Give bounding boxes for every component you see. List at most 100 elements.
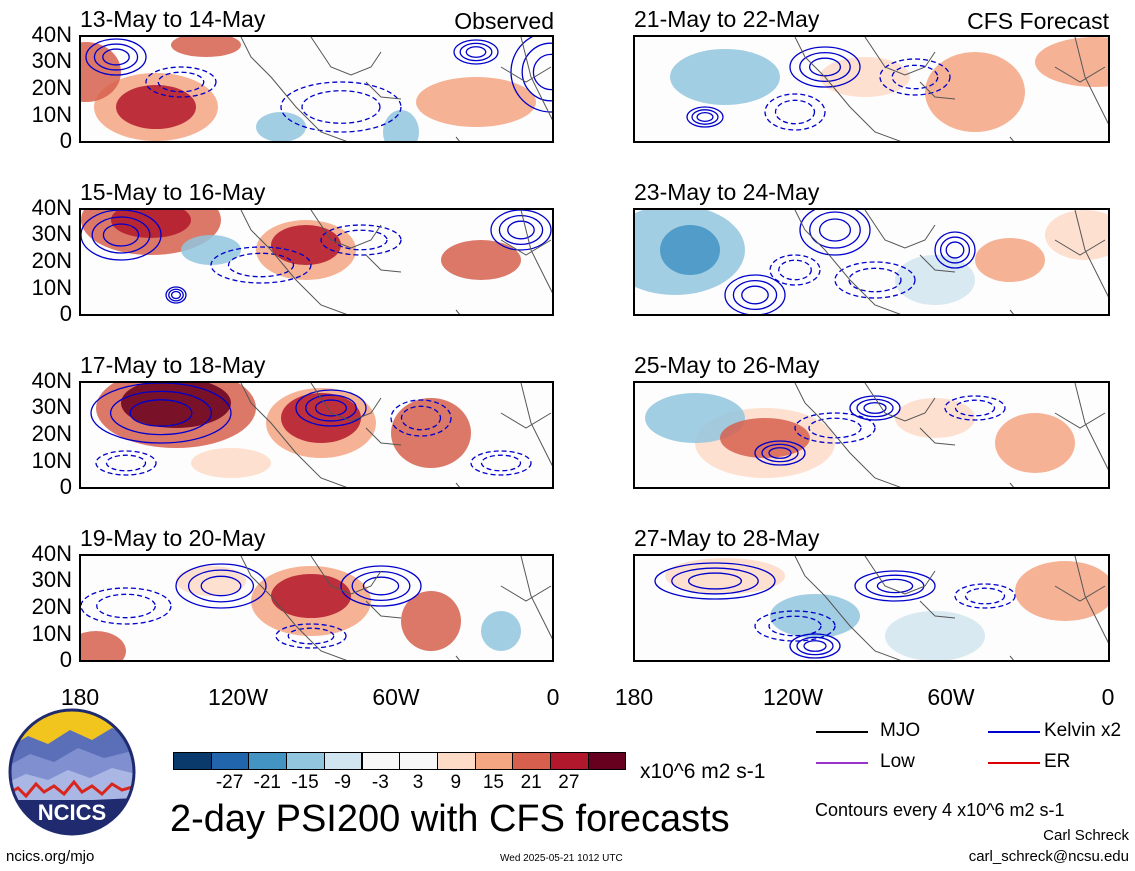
legend-mjo-line [816,731,868,733]
colorbar-tick-label: 27 [558,772,580,793]
anomaly-shading [660,225,720,275]
kelvin-contour-negative [275,623,347,649]
kelvin-contour-negative [145,66,217,98]
kelvin-contour-positive [81,210,162,261]
kelvin-contour-positive [305,394,357,422]
colorbar-swatch [323,752,363,770]
kelvin-contour-positive [510,37,552,113]
map-panel-2 [633,35,1110,143]
kelvin-contour-positive [362,576,400,596]
colorbar-swatch [587,752,627,770]
kelvin-contour-positive [818,218,852,242]
kelvin-contour-positive [939,236,971,264]
kelvin-contour-positive [129,399,193,427]
legend-low-line [816,762,868,764]
kelvin-contour-positive [85,38,147,76]
panel-title-4: 23-May to 24-May [634,179,820,205]
kelvin-contour-positive [93,43,139,71]
kelvin-contour-positive [808,57,842,77]
x-label-180-left: 180 [60,684,100,710]
anomaly-shading [441,240,521,280]
kelvin-contour-positive [671,567,759,595]
legend-mjo-label: MJO [880,720,921,741]
kelvin-contour-negative [227,252,295,278]
cfs-forecast-label: CFS Forecast [967,8,1109,34]
colorbar-tick-label: 3 [412,772,424,793]
map-graphic [635,210,1108,314]
colorbar-tick-label: -21 [253,772,281,793]
x-label-120w-right: 120W [762,684,824,710]
kelvin-contour-negative [774,99,816,125]
panel-title-2: 21-May to 22-May [634,6,820,32]
colorbar-swatch [399,752,438,770]
kelvin-contour-negative [754,610,836,642]
colorbar-tick-label: -15 [291,772,319,793]
kelvin-contour-negative [400,405,442,431]
observed-label: Observed [454,8,554,34]
map-panel-5 [79,381,554,489]
colorbar-tick-label: 15 [482,772,505,793]
kelvin-contour-positive [789,46,861,88]
kelvin-contour-negative [954,399,996,417]
kelvin-contour-positive [854,570,936,602]
map-graphic [654,556,1108,660]
coastline [240,556,552,660]
logo-text: NCICS [38,800,106,825]
colorbar-tick-label: 21 [520,772,542,793]
legend-kelvin-label: Kelvin x2 [1044,720,1122,741]
y-label-row1-3: 10N [31,102,72,127]
kelvin-contour-negative [944,395,1006,421]
kelvin-contour-positive [507,220,535,240]
legend-er-label: ER [1044,751,1071,772]
kelvin-contour-positive [532,53,552,91]
anomaly-shading [191,448,271,478]
kelvin-contour-positive [789,633,841,659]
kelvin-contour-negative [964,587,1006,605]
x-label-60w-right: 60W [927,684,975,710]
map-panel-4 [633,208,1110,316]
kelvin-contour-positive [498,214,544,246]
kelvin-contour-positive [754,440,806,466]
kelvin-contour-positive [724,274,786,314]
kelvin-contour-positive [803,640,827,652]
anomaly-shading [116,85,196,129]
anomaly-shading [383,110,419,141]
anomaly-shading [391,398,471,468]
y-label-row2-1: 30N [31,221,72,246]
anomaly-shading [401,591,461,651]
kelvin-contour-positive [91,216,151,254]
kelvin-contour-positive [165,286,187,304]
anomaly-shading [720,418,810,458]
colorbar-swatch [361,752,401,770]
website-link[interactable]: ncics.org/mjo [6,848,95,865]
kelvin-contour-positive [691,109,719,125]
y-label-row1-1: 30N [31,48,72,73]
kelvin-contour-positive [490,210,552,251]
map-graphic [670,37,1108,141]
colorbar-swatch [550,752,589,770]
kelvin-contour-positive [187,569,255,603]
map-graphic [90,383,552,487]
anomaly-shading [895,255,975,305]
author-email[interactable]: carl_schreck@ncsu.edu [968,848,1129,865]
anomaly-shading [121,383,231,428]
colorbar-swatch [248,752,288,770]
anomaly-shading [416,77,536,127]
kelvin-contour-negative [778,259,812,281]
map-graphic [645,383,1108,487]
y-label-row1-2: 20N [31,75,72,100]
kelvin-contour-positive [945,241,965,259]
map-panel-7 [79,554,554,662]
colorbar-tick-label: -3 [371,772,389,793]
anomaly-shading [176,566,246,596]
kelvin-contour-positive [314,399,348,417]
colorbar-swatch [286,752,325,770]
map-graphic [81,556,552,660]
kelvin-contour-positive [796,636,834,656]
anomaly-shading [975,238,1045,282]
kelvin-contour-positive [175,563,267,609]
y-label-row2-2: 20N [31,248,72,273]
kelvin-contour-positive [686,106,724,128]
kelvin-contour-positive [687,572,743,590]
anomaly-shading [820,57,910,97]
